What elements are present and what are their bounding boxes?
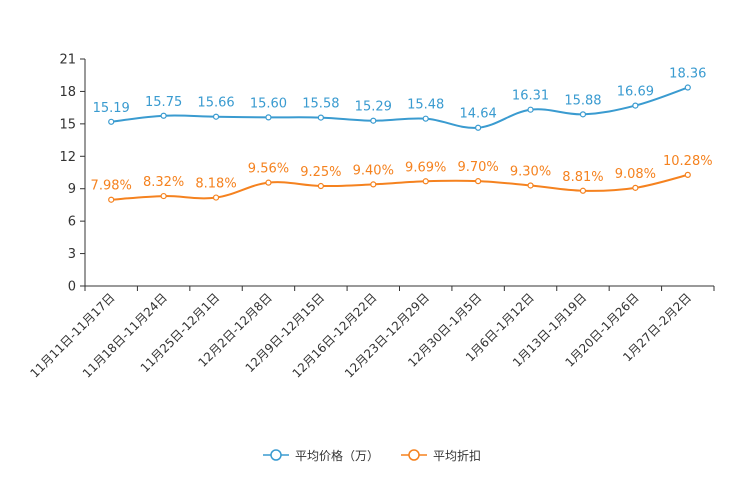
- data-label: 9.40%: [353, 163, 394, 178]
- data-label: 14.64: [460, 107, 497, 122]
- data-point[interactable]: [527, 106, 534, 113]
- data-label: 15.60: [250, 96, 287, 111]
- data-label: 9.69%: [405, 160, 446, 175]
- data-point[interactable]: [317, 182, 324, 190]
- data-point[interactable]: [684, 84, 691, 91]
- legend-line-circle-icon: [262, 449, 289, 461]
- legend: 平均价格（万） 平均折扣: [0, 443, 744, 467]
- legend-item-discount[interactable]: 平均折扣: [401, 447, 481, 464]
- legend-item-price[interactable]: 平均价格（万）: [262, 447, 379, 464]
- data-label: 15.75: [145, 95, 182, 110]
- data-label: 15.58: [302, 97, 339, 112]
- data-point[interactable]: [108, 196, 115, 203]
- data-point[interactable]: [579, 111, 587, 118]
- data-point[interactable]: [475, 124, 482, 131]
- data-label: 9.70%: [457, 160, 498, 175]
- y-tick-label: 21: [59, 53, 76, 68]
- y-tick-label: 6: [68, 215, 76, 230]
- data-label: 15.88: [564, 93, 601, 108]
- data-label: 9.08%: [615, 167, 656, 182]
- data-point[interactable]: [265, 179, 272, 186]
- data-label: 8.18%: [195, 177, 236, 192]
- data-point[interactable]: [265, 114, 272, 121]
- data-label: 15.19: [93, 101, 130, 116]
- y-tick-label: 15: [59, 117, 76, 132]
- data-point[interactable]: [370, 181, 377, 188]
- data-label: 16.69: [617, 85, 654, 100]
- data-label: 8.81%: [562, 170, 603, 185]
- data-point[interactable]: [160, 192, 167, 200]
- data-label: 7.98%: [91, 179, 132, 194]
- data-label: 9.30%: [510, 164, 551, 179]
- data-point[interactable]: [108, 118, 115, 125]
- data-label: 15.48: [407, 98, 444, 113]
- data-label: 15.29: [355, 100, 392, 115]
- legend-label-discount: 平均折扣: [433, 448, 482, 463]
- series-line-1: [111, 173, 689, 201]
- data-point[interactable]: [632, 184, 639, 191]
- y-tick-label: 0: [68, 280, 76, 295]
- y-tick-label: 9: [68, 182, 76, 197]
- data-point[interactable]: [579, 187, 587, 194]
- line-chart: 03691215182111月11日-11月17日11月18日-11月24日11…: [27, 53, 715, 381]
- data-point[interactable]: [684, 171, 691, 178]
- y-tick-label: 3: [68, 247, 76, 262]
- data-point[interactable]: [370, 117, 377, 124]
- data-label: 9.25%: [300, 165, 341, 180]
- data-label: 18.36: [669, 67, 706, 82]
- data-label: 10.28%: [663, 154, 713, 169]
- y-tick-label: 12: [59, 150, 76, 165]
- data-label: 9.56%: [248, 162, 289, 177]
- data-point[interactable]: [527, 182, 534, 189]
- data-label: 15.66: [197, 96, 234, 111]
- data-point[interactable]: [212, 194, 220, 201]
- data-point[interactable]: [212, 113, 220, 120]
- data-label: 16.31: [512, 89, 549, 104]
- legend-label-price: 平均价格（万）: [294, 448, 379, 463]
- data-point[interactable]: [475, 178, 482, 185]
- data-point[interactable]: [160, 112, 167, 119]
- x-tick-label: 11月11日-11月17日: [27, 290, 117, 380]
- legend-line-circle-icon: [401, 449, 427, 461]
- data-point[interactable]: [317, 114, 324, 121]
- data-point[interactable]: [632, 102, 639, 109]
- y-tick-label: 18: [59, 85, 76, 100]
- data-label: 8.32%: [143, 175, 184, 190]
- data-point[interactable]: [422, 115, 429, 122]
- series-line-0: [111, 86, 689, 129]
- data-point[interactable]: [422, 178, 429, 185]
